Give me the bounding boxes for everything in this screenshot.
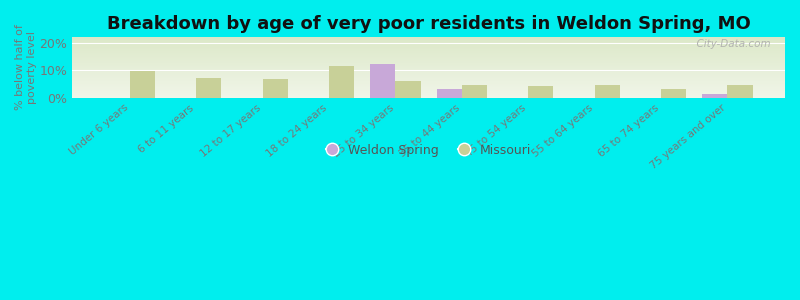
Bar — [395, 81, 421, 98]
Bar — [72, 61, 785, 62]
Bar — [72, 64, 785, 65]
Bar — [72, 84, 785, 85]
Bar — [72, 85, 785, 86]
Bar — [72, 75, 785, 76]
Bar — [72, 40, 785, 41]
Bar — [72, 38, 785, 39]
Bar — [72, 59, 785, 60]
Bar — [72, 93, 785, 94]
Bar — [72, 89, 785, 90]
Bar — [72, 65, 785, 66]
Bar — [72, 82, 785, 83]
Bar — [72, 62, 785, 63]
Bar — [72, 72, 785, 73]
Bar — [72, 94, 785, 95]
Bar — [130, 71, 155, 98]
Bar — [72, 90, 785, 91]
Bar — [196, 78, 222, 98]
Bar — [72, 95, 785, 96]
Bar — [72, 70, 785, 71]
Bar — [72, 80, 785, 81]
Bar — [702, 94, 727, 98]
Bar — [72, 87, 785, 88]
Bar — [72, 53, 785, 54]
Bar — [72, 58, 785, 59]
Bar — [72, 47, 785, 48]
Bar — [437, 89, 462, 98]
Bar — [72, 42, 785, 43]
Bar — [72, 83, 785, 84]
Bar — [72, 63, 785, 64]
Bar — [72, 46, 785, 47]
Bar — [72, 69, 785, 70]
Bar — [72, 52, 785, 53]
Bar — [72, 91, 785, 92]
Bar — [72, 60, 785, 61]
Bar — [72, 79, 785, 80]
Bar — [72, 81, 785, 82]
Bar — [727, 85, 753, 98]
Bar — [72, 78, 785, 79]
Bar — [72, 68, 785, 69]
Bar — [72, 74, 785, 75]
Bar — [72, 41, 785, 42]
Bar — [72, 73, 785, 74]
Bar — [661, 89, 686, 98]
Bar — [72, 44, 785, 45]
Bar — [72, 54, 785, 55]
Bar — [528, 86, 554, 98]
Bar — [72, 66, 785, 67]
Bar — [72, 92, 785, 93]
Bar — [72, 56, 785, 57]
Bar — [72, 97, 785, 98]
Bar — [72, 37, 785, 38]
Text: City-Data.com: City-Data.com — [690, 39, 770, 49]
Bar — [72, 50, 785, 51]
Bar — [262, 79, 288, 98]
Legend: Weldon Spring, Missouri: Weldon Spring, Missouri — [321, 139, 537, 162]
Bar — [594, 85, 620, 98]
Bar — [72, 96, 785, 97]
Bar — [72, 71, 785, 72]
Bar — [72, 57, 785, 58]
Bar — [72, 48, 785, 49]
Bar — [72, 86, 785, 87]
Y-axis label: % below half of
poverty level: % below half of poverty level — [15, 25, 37, 110]
Bar — [72, 49, 785, 50]
Bar — [72, 77, 785, 78]
Bar — [72, 45, 785, 46]
Bar — [370, 64, 395, 98]
Bar — [72, 67, 785, 68]
Bar — [329, 66, 354, 98]
Title: Breakdown by age of very poor residents in Weldon Spring, MO: Breakdown by age of very poor residents … — [106, 15, 750, 33]
Bar — [72, 88, 785, 89]
Bar — [72, 76, 785, 77]
Bar — [72, 51, 785, 52]
Bar — [72, 39, 785, 40]
Bar — [462, 85, 487, 98]
